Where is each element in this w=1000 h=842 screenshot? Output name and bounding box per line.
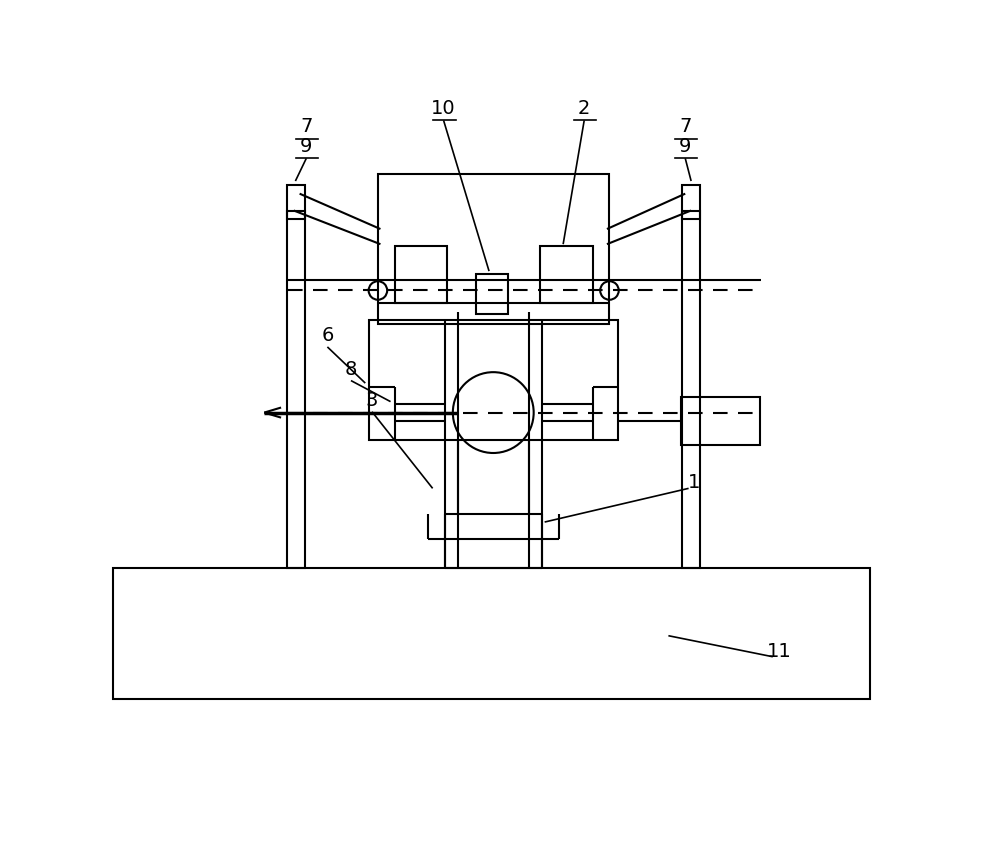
Bar — [476, 274, 508, 314]
Text: 10: 10 — [431, 99, 456, 118]
Text: 7: 7 — [679, 117, 691, 136]
Text: 8: 8 — [345, 360, 357, 379]
Text: 7: 7 — [300, 117, 313, 136]
Text: 9: 9 — [679, 136, 691, 156]
Bar — [395, 246, 447, 303]
Text: 6: 6 — [321, 326, 334, 345]
Bar — [681, 397, 760, 445]
Bar — [287, 210, 305, 568]
Text: 3: 3 — [366, 391, 378, 410]
Text: 9: 9 — [300, 136, 313, 156]
Bar — [682, 185, 700, 219]
Bar — [540, 246, 593, 303]
Text: 2: 2 — [578, 99, 590, 118]
Text: 11: 11 — [767, 642, 792, 661]
Text: 1: 1 — [687, 473, 700, 493]
Bar — [287, 185, 305, 219]
Bar — [113, 568, 870, 699]
Bar — [682, 210, 700, 568]
Bar — [369, 320, 618, 440]
Bar — [378, 174, 609, 324]
